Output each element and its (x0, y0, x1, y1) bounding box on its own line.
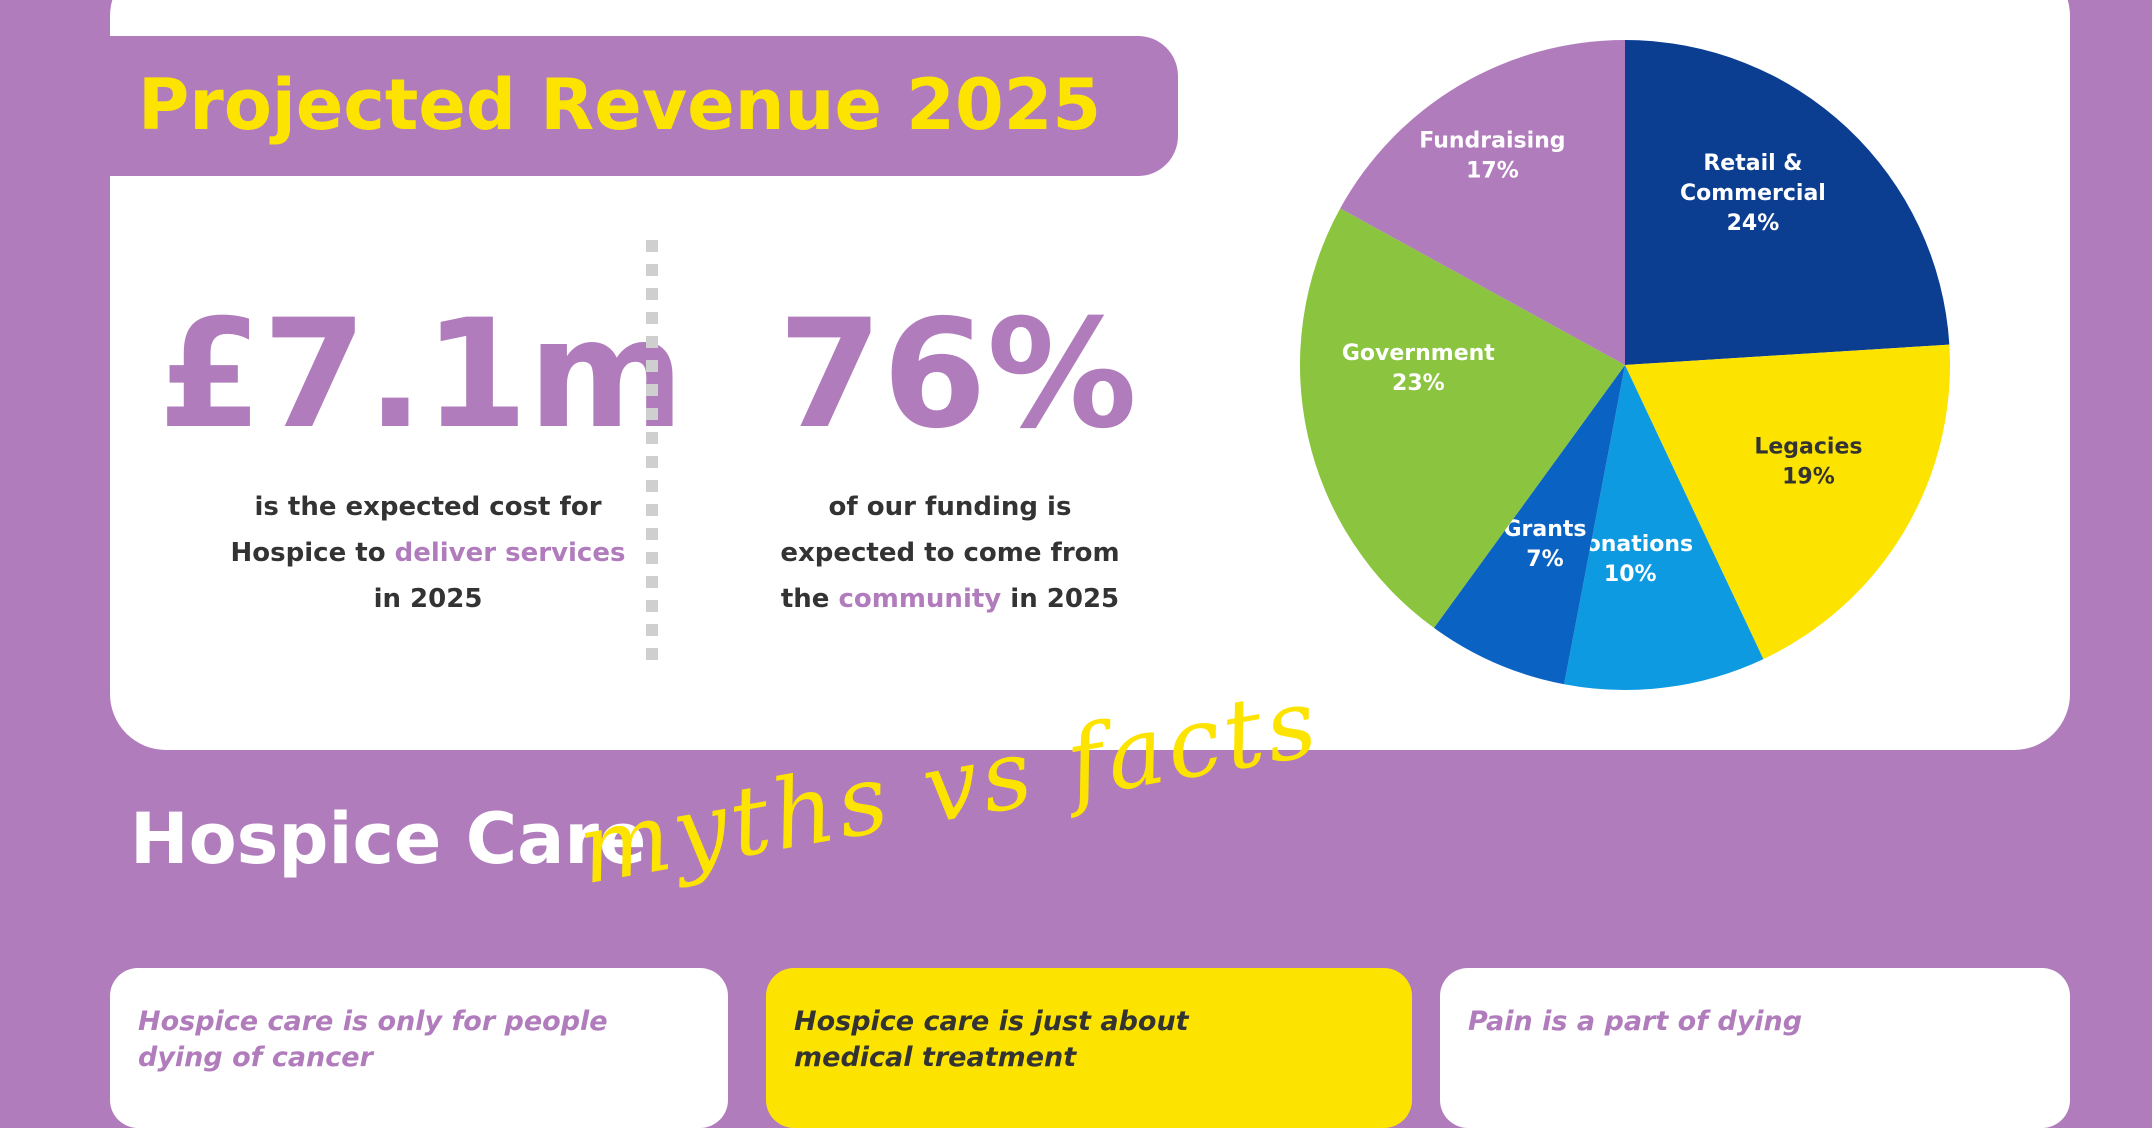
stat-community-description: of our funding is expected to come from … (730, 484, 1170, 622)
stat-cost-description: is the expected cost for Hospice to deli… (208, 484, 648, 622)
stat-cost-line-2: Hospice to deliver services (230, 538, 626, 568)
section-title: Hospice Care (130, 798, 647, 880)
pie-label-government: Government 23% (1342, 341, 1495, 396)
stat-community-line-1: of our funding is (828, 492, 1072, 522)
myth-card-3-text: Pain is a part of dying (1468, 1006, 1803, 1037)
pie-slice-grants (1433, 365, 1625, 685)
pie-slice-fundraising (1340, 40, 1625, 365)
page-title: Projected Revenue 2025 (138, 64, 1102, 146)
pie-label-grants: Grants 7% (1503, 517, 1586, 572)
myth-card-2-text: Hospice care is just about medical treatm… (794, 1006, 1189, 1073)
myth-card-2[interactable]: Hospice care is just about medical treatm… (766, 968, 1412, 1128)
stat-cost-line-1: is the expected cost for (254, 492, 602, 522)
pie-label-fundraising: Fundraising 17% (1419, 129, 1565, 184)
dotted-divider (646, 240, 660, 660)
myth-card-1-text: Hospice care is only for people dying of … (138, 1006, 608, 1073)
pie-slice-government (1300, 208, 1625, 628)
stat-community-line-3: the community in 2025 (780, 584, 1120, 614)
revenue-pie-chart: Retail & Commercial 24%Legacies 19%Donation… (1300, 40, 1950, 690)
myth-card-3[interactable]: Pain is a part of dying (1440, 968, 2070, 1128)
highlight-deliver-services: deliver services (394, 538, 626, 568)
highlight-community: community (838, 584, 1002, 614)
pie-label-legacies: Legacies 19% (1754, 435, 1862, 490)
stat-cost-value: £7.1m (158, 288, 685, 462)
stat-community-value: 76% (778, 288, 1138, 462)
pie-slice-retail-commercial (1625, 40, 1950, 365)
stat-cost-line-3: in 2025 (373, 584, 483, 614)
title-bar (110, 36, 1178, 176)
pie-slice-legacies (1625, 344, 1950, 660)
pie-label-retail-commercial: Retail & Commercial 24% (1680, 151, 1826, 236)
myth-card-1[interactable]: Hospice care is only for people dying of … (110, 968, 728, 1128)
stat-community-line-2: expected to come from (780, 538, 1120, 568)
pie-slice-donations (1564, 365, 1764, 690)
